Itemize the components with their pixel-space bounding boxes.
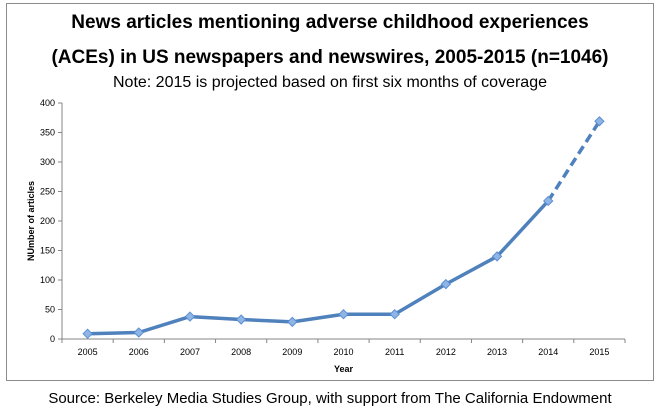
x-axis-ticks: 2005 2006 2007 2008 2009 2010 2011 2012 2013 2014… (61, 339, 626, 357)
x-tick-label: 2012 (436, 347, 456, 357)
data-point-2009 (287, 316, 298, 328)
x-tick-label: 2015 (589, 347, 609, 357)
data-point-2007 (184, 311, 196, 322)
x-tick-label: 2011 (385, 347, 404, 357)
chart-title-line-2: (ACEs) in US newspapers and newswires, 2… (51, 47, 609, 68)
x-tick-label: 2009 (282, 347, 302, 357)
series-lines (85, 120, 601, 336)
data-point-2014 (543, 195, 554, 207)
x-tick-label: 2014 (538, 347, 558, 357)
data-point-2006 (133, 327, 144, 338)
x-axis-label: Year (334, 364, 354, 374)
y-tick-label: 50 (45, 305, 55, 315)
y-tick-label: 300 (40, 157, 55, 167)
y-tick-label: 250 (40, 187, 55, 197)
y-axis-label: NUmber of articles (26, 181, 36, 261)
data-point-2008 (235, 314, 247, 325)
data-point-2011 (389, 309, 400, 320)
y-tick-label: 350 (40, 128, 55, 138)
chart-title-line-1: News articles mentioning adverse childho… (71, 12, 589, 33)
data-point-2012 (440, 278, 452, 290)
axes (61, 103, 625, 340)
data-point-2005 (82, 328, 93, 339)
x-tick-label: 2006 (129, 347, 149, 357)
y-tick-label: 150 (40, 246, 55, 256)
data-point-2015 (594, 116, 605, 127)
x-tick-label: 2005 (78, 347, 98, 357)
data-point-2013 (491, 251, 503, 262)
data-point-2010 (338, 309, 349, 320)
y-tick-label: 400 (40, 98, 55, 108)
series-line-actual (85, 199, 550, 336)
y-tick-label: 200 (40, 216, 55, 226)
y-tick-label: 100 (40, 275, 55, 285)
x-tick-label: 2010 (333, 347, 353, 357)
x-tick-label: 2008 (231, 347, 251, 357)
series-line-projected (546, 120, 601, 202)
y-axis-ticks: 0 50 100 150 200 250 300 350 400 (40, 98, 62, 344)
series-points (82, 116, 605, 339)
source-note: Source: Berkeley Media Studies Group, wi… (48, 390, 612, 407)
x-tick-label: 2007 (180, 347, 200, 357)
y-tick-label: 0 (50, 334, 55, 344)
chart-subtitle: Note: 2015 is projected based on first s… (112, 74, 547, 91)
x-tick-label: 2013 (487, 347, 507, 357)
